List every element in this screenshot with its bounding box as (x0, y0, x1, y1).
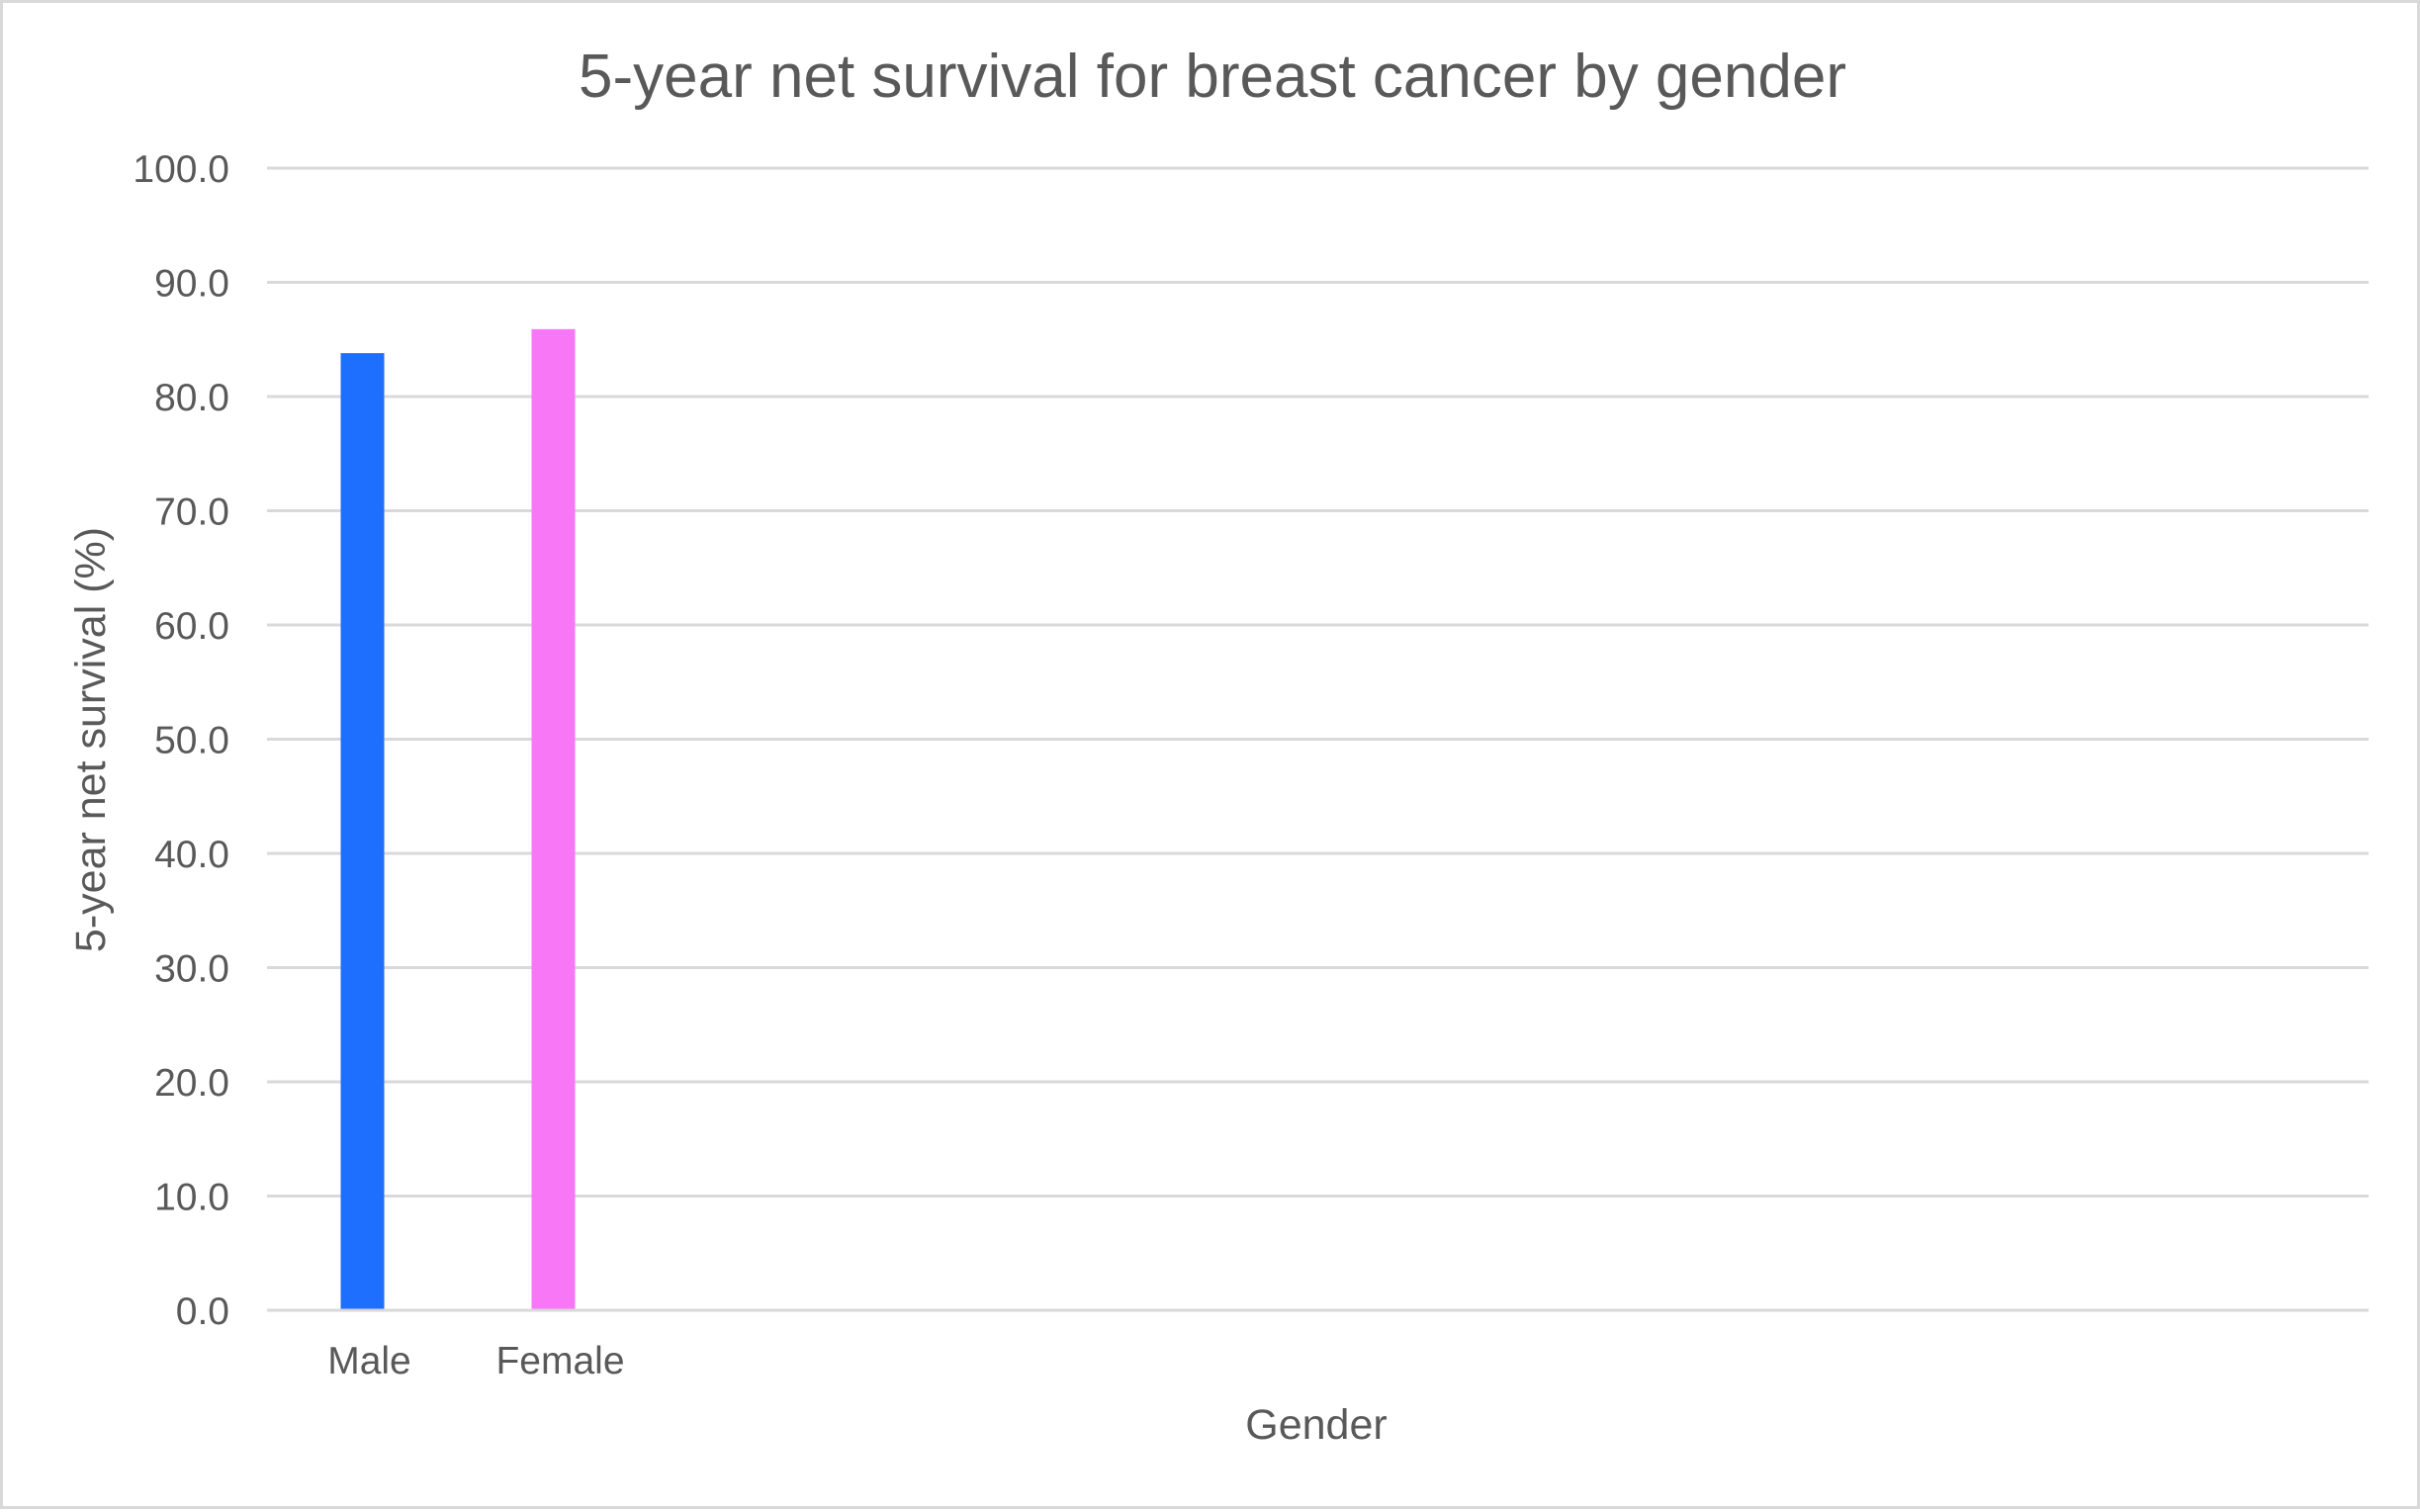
x-tick-label-male: Male (327, 1340, 411, 1382)
y-tick-label: 0.0 (176, 1290, 229, 1333)
chart-title: 5-year net survival for breast cancer by… (579, 43, 1846, 111)
x-tick-labels: Male Female (327, 1340, 624, 1382)
y-tick-label: 50.0 (154, 720, 229, 762)
y-tick-label: 60.0 (154, 605, 229, 648)
bar-chart: 5-year net survival for breast cancer by… (67, 43, 2369, 1449)
y-tick-label: 10.0 (154, 1177, 229, 1219)
bars (340, 328, 576, 1311)
y-tick-labels: 0.0 10.0 20.0 30.0 40.0 50.0 60.0 70.0 80.0 90.0 1… (133, 148, 229, 1333)
bar-male (340, 353, 385, 1310)
x-tick-label-female: Female (495, 1340, 624, 1382)
bar-female (531, 328, 576, 1311)
gridlines (267, 166, 2369, 1198)
y-tick-label: 40.0 (154, 834, 229, 876)
y-tick-label: 30.0 (154, 948, 229, 991)
y-tick-label: 70.0 (154, 491, 229, 534)
y-tick-label: 100.0 (133, 148, 229, 191)
y-tick-label: 80.0 (154, 377, 229, 419)
y-axis-title: 5-year net survival (%) (67, 527, 115, 952)
y-tick-label: 90.0 (154, 263, 229, 306)
x-axis-title: Gender (1245, 1401, 1387, 1449)
y-tick-label: 20.0 (154, 1062, 229, 1105)
